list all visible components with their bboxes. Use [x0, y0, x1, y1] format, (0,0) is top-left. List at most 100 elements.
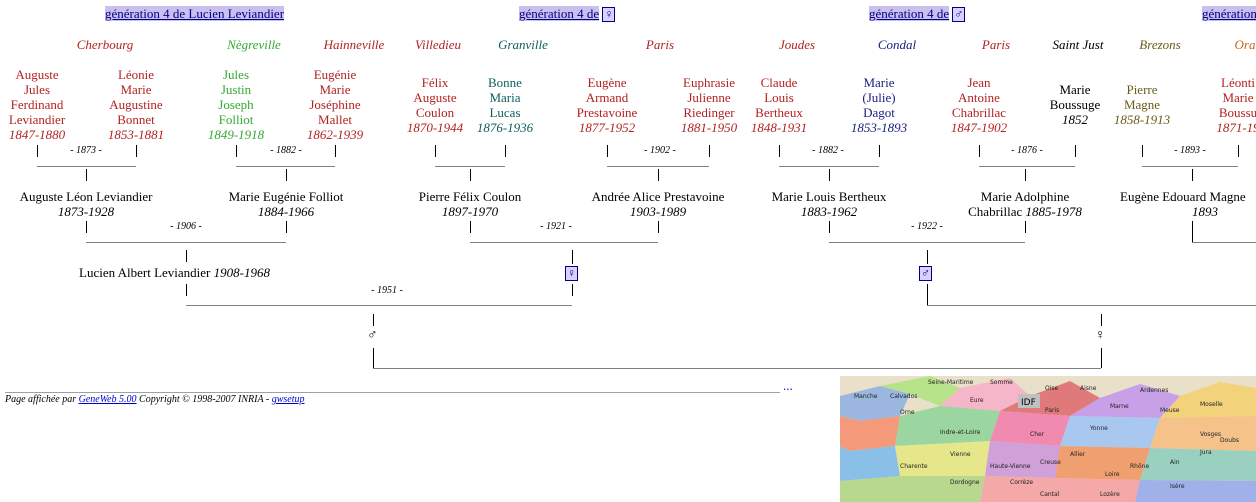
svg-text:Corrèze: Corrèze — [1010, 479, 1033, 486]
svg-text:Meuse: Meuse — [1160, 407, 1180, 414]
ancestor-marie-julie-dagot[interactable]: Marie (Julie) Dagot 1853-1893 — [850, 75, 908, 135]
link-line — [1101, 314, 1102, 326]
parent-lucien-albert-leviandier[interactable]: Lucien Albert Leviandier 1908-1968 — [79, 265, 270, 280]
link-line — [186, 284, 187, 296]
generation-link-3[interactable]: génération 4 de — [869, 6, 950, 21]
place-joudes: Joudes — [778, 37, 816, 52]
gwsetup-link[interactable]: gwsetup — [271, 394, 305, 405]
svg-text:Creuse: Creuse — [1040, 459, 1061, 466]
female-ancestor-link[interactable]: ♀ — [565, 265, 578, 281]
grandparent-andree-alice-prestavoine[interactable]: Andrée Alice Prestavoine 1903-1989 — [591, 189, 725, 219]
link-line — [829, 169, 830, 181]
svg-text:Dordogne: Dordogne — [950, 479, 980, 486]
marriage-date: - 1876 - — [1011, 145, 1043, 156]
svg-text:Cantal: Cantal — [1040, 491, 1060, 498]
place-villedieu: Villedieu — [415, 37, 461, 52]
grandparent-eugene-edouard-magne[interactable]: Eugène Edouard Magne 1893 — [1120, 189, 1246, 219]
marriage-date: - 1921 - — [540, 221, 572, 232]
female-symbol-icon[interactable]: ♀ — [565, 266, 578, 281]
svg-text:Rhône: Rhône — [1130, 463, 1149, 470]
place-brezons: Brezons — [1139, 37, 1181, 52]
link-line — [470, 169, 471, 181]
ancestor-jules-justin-joseph-folliot[interactable]: Jules Justin Joseph Folliot 1849-1918 — [207, 67, 265, 142]
place-granville: Granville — [498, 37, 548, 52]
link-line — [779, 145, 780, 157]
link-line — [435, 145, 436, 157]
ancestor-eugenie-marie-josephine-mallet[interactable]: Eugénie Marie Joséphine Mallet 1862-1939 — [306, 67, 364, 142]
ancestor-auguste-jules-ferdinand-leviandier[interactable]: Auguste Jules Ferdinand Leviandier 1847-188… — [8, 67, 66, 142]
marriage-line — [607, 166, 709, 167]
grandparent-auguste-leon-leviandier[interactable]: Auguste Léon Leviandier 1873-1928 — [19, 189, 153, 219]
marriage-date: - 1893 - — [1174, 145, 1206, 156]
marriage-line — [37, 166, 136, 167]
grandparent-pierre-felix-coulon[interactable]: Pierre Félix Coulon 1897-1970 — [418, 189, 522, 219]
svg-text:Jura: Jura — [1199, 449, 1212, 456]
marriage-line — [186, 305, 572, 306]
male-symbol-icon: ♂ — [367, 328, 378, 343]
marriage-line — [373, 368, 1101, 369]
link-line — [136, 145, 137, 157]
place-condal: Condal — [877, 37, 917, 52]
svg-text:Seine-Maritime: Seine-Maritime — [928, 379, 974, 386]
grandparent-marie-adolphine-chabrillac[interactable]: Marie Adolphine Chabrillac 1885-1978 — [968, 189, 1082, 219]
more-link[interactable]: ... — [783, 378, 793, 393]
generation-header-4[interactable]: génération — [1202, 6, 1256, 22]
generation-link-1[interactable]: génération 4 de Lucien Leviandier — [105, 6, 285, 21]
generation-link-2[interactable]: génération 4 de — [519, 6, 600, 21]
ancestor-eugene-armand-prestavoine[interactable]: Eugène Armand Prestavoine 1877-1952 — [576, 75, 638, 135]
generation-link-4[interactable]: génération — [1202, 6, 1256, 21]
link-line — [1101, 348, 1102, 368]
marriage-date: - 1951 - — [371, 285, 403, 296]
male-ancestor-link[interactable]: ♂ — [919, 265, 932, 281]
svg-text:Moselle: Moselle — [1200, 401, 1223, 408]
marriage-line — [829, 242, 1025, 243]
link-line — [286, 221, 287, 233]
ancestor-euphrasie-julienne-riedinger[interactable]: Euphrasie Julienne Riedinger 1881-1950 — [680, 75, 738, 135]
link-line — [286, 169, 287, 181]
svg-text:Cher: Cher — [1030, 431, 1045, 438]
marriage-date: - 1882 - — [270, 145, 302, 156]
marriage-date: - 1922 - — [911, 221, 943, 232]
place-hainneville: Hainneville — [323, 37, 385, 52]
female-symbol-icon[interactable]: ♀ — [602, 7, 616, 22]
link-line — [979, 145, 980, 157]
ancestor-pierre-magne[interactable]: Pierre Magne 1858-1913 — [1113, 82, 1171, 127]
link-line — [879, 145, 880, 157]
france-map[interactable]: IDF Seine-Maritime Manche Calvados Somme… — [840, 376, 1256, 502]
footer-separator — [5, 392, 780, 393]
svg-text:IDF: IDF — [1021, 398, 1036, 408]
svg-text:Ain: Ain — [1170, 459, 1180, 466]
svg-text:Paris: Paris — [1045, 407, 1059, 414]
ancestor-jean-antoine-chabrillac[interactable]: Jean Antoine Chabrillac 1847-1902 — [950, 75, 1008, 135]
geneweb-link[interactable]: GeneWeb 5.00 — [78, 394, 137, 405]
grandparent-marie-louis-bertheux[interactable]: Marie Louis Bertheux 1883-1962 — [771, 189, 887, 219]
link-line — [572, 250, 573, 264]
link-line — [1025, 221, 1026, 233]
svg-text:Somme: Somme — [990, 379, 1013, 386]
ancestor-leonie-marie-augustine-bonnet[interactable]: Léonie Marie Augustine Bonnet 1853-1881 — [107, 67, 165, 142]
grandparent-marie-eugenie-folliot[interactable]: Marie Eugénie Folliot 1884-1966 — [228, 189, 344, 219]
link-line — [505, 145, 506, 157]
link-line — [373, 348, 374, 368]
marriage-line — [779, 166, 879, 167]
generation-header-2[interactable]: génération 4 de ♀ — [519, 6, 616, 22]
svg-text:Loire: Loire — [1105, 471, 1120, 478]
link-line — [37, 145, 38, 157]
svg-text:Vosges: Vosges — [1200, 431, 1221, 438]
male-symbol-icon[interactable]: ♂ — [919, 266, 932, 281]
ancestor-bonne-maria-lucas[interactable]: Bonne Maria Lucas 1876-1936 — [476, 75, 534, 135]
ancestor-felix-auguste-coulon[interactable]: Félix Auguste Coulon 1870-1944 — [406, 75, 464, 135]
ancestor-marie-boussuge[interactable]: Marie Boussuge 1852 — [1049, 82, 1101, 127]
france-map-image: IDF Seine-Maritime Manche Calvados Somme… — [840, 376, 1256, 502]
generation-header-3[interactable]: génération 4 de ♂ — [869, 6, 966, 22]
svg-text:Ardennes: Ardennes — [1140, 387, 1168, 394]
ancestor-claude-louis-bertheux[interactable]: Claude Louis Bertheux 1848-1931 — [750, 75, 808, 135]
marriage-line — [1192, 242, 1256, 243]
link-line — [927, 284, 928, 306]
svg-text:Oise: Oise — [1045, 385, 1059, 392]
generation-header-1[interactable]: génération 4 de Lucien Leviandier — [105, 6, 285, 22]
link-line — [1192, 169, 1193, 181]
ancestor-leonti-marie-boussu[interactable]: Léonti Marie Boussu 1871-19 — [1216, 75, 1256, 135]
marriage-line — [435, 166, 505, 167]
male-symbol-icon[interactable]: ♂ — [952, 7, 966, 22]
